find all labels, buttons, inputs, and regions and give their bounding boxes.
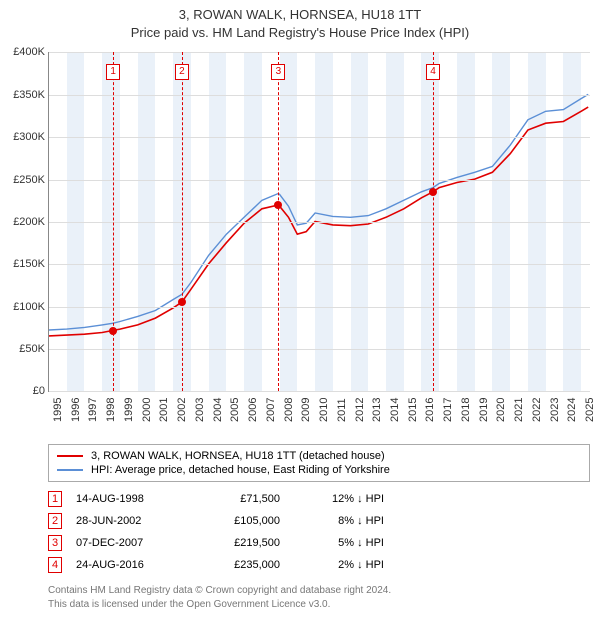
- gridline: [49, 349, 590, 350]
- chart-container: 3, ROWAN WALK, HORNSEA, HU18 1TT Price p…: [0, 0, 600, 620]
- y-tick-label: £0: [33, 385, 49, 397]
- x-tick-label: 2015: [407, 398, 419, 422]
- transaction-guideline: [182, 52, 183, 391]
- transaction-price: £105,000: [200, 515, 280, 527]
- legend-row: 3, ROWAN WALK, HORNSEA, HU18 1TT (detach…: [57, 449, 581, 463]
- x-tick-label: 1995: [52, 398, 64, 422]
- transaction-diff: 8% ↓ HPI: [294, 515, 384, 527]
- y-tick-label: £50K: [19, 343, 49, 355]
- x-tick-label: 2014: [389, 398, 401, 422]
- x-tick-label: 2005: [229, 398, 241, 422]
- title-line-2: Price paid vs. HM Land Registry's House …: [0, 24, 600, 42]
- x-tick-label: 2009: [300, 398, 312, 422]
- legend-label: 3, ROWAN WALK, HORNSEA, HU18 1TT (detach…: [91, 450, 385, 462]
- x-tick-label: 2023: [549, 398, 561, 422]
- x-tick-label: 1998: [105, 398, 117, 422]
- transaction-price: £235,000: [200, 559, 280, 571]
- x-tick-label: 2002: [176, 398, 188, 422]
- gridline: [49, 264, 590, 265]
- transaction-row: 4 24-AUG-2016 £235,000 2% ↓ HPI: [48, 554, 590, 576]
- x-tick-label: 2020: [495, 398, 507, 422]
- transaction-guideline: [278, 52, 279, 391]
- x-tick-label: 2003: [194, 398, 206, 422]
- x-tick-label: 2006: [247, 398, 259, 422]
- transaction-guideline: [433, 52, 434, 391]
- transaction-dot: [274, 201, 282, 209]
- x-tick-label: 2010: [318, 398, 330, 422]
- y-tick-label: £350K: [13, 89, 49, 101]
- transaction-number: 4: [48, 557, 62, 573]
- y-tick-label: £200K: [13, 216, 49, 228]
- x-tick-label: 1996: [70, 398, 82, 422]
- x-tick-label: 2001: [158, 398, 170, 422]
- series-hpi: [49, 95, 588, 331]
- transaction-row: 3 07-DEC-2007 £219,500 5% ↓ HPI: [48, 532, 590, 554]
- transaction-marker-box: 2: [175, 64, 189, 80]
- y-tick-label: £300K: [13, 131, 49, 143]
- x-tick-label: 2024: [566, 398, 578, 422]
- transaction-diff: 2% ↓ HPI: [294, 559, 384, 571]
- transaction-row: 1 14-AUG-1998 £71,500 12% ↓ HPI: [48, 488, 590, 510]
- legend: 3, ROWAN WALK, HORNSEA, HU18 1TT (detach…: [48, 444, 590, 482]
- x-tick-label: 2022: [531, 398, 543, 422]
- legend-label: HPI: Average price, detached house, East…: [91, 464, 390, 476]
- x-tick-label: 2000: [141, 398, 153, 422]
- title-block: 3, ROWAN WALK, HORNSEA, HU18 1TT Price p…: [0, 0, 600, 44]
- transaction-table: 1 14-AUG-1998 £71,500 12% ↓ HPI 2 28-JUN-2002…: [48, 488, 590, 576]
- transaction-price: £219,500: [200, 537, 280, 549]
- gridline: [49, 137, 590, 138]
- x-tick-label: 1999: [123, 398, 135, 422]
- footer-line: Contains HM Land Registry data © Crown c…: [48, 584, 590, 598]
- x-tick-label: 2018: [460, 398, 472, 422]
- y-tick-label: £250K: [13, 174, 49, 186]
- x-tick-label: 2021: [513, 398, 525, 422]
- gridline: [49, 307, 590, 308]
- transaction-date: 24-AUG-2016: [76, 559, 186, 571]
- x-tick-label: 2008: [283, 398, 295, 422]
- legend-swatch: [57, 469, 83, 471]
- transaction-dot: [178, 298, 186, 306]
- transaction-diff: 5% ↓ HPI: [294, 537, 384, 549]
- x-tick-label: 2019: [478, 398, 490, 422]
- y-tick-label: £400K: [13, 46, 49, 58]
- transaction-dot: [429, 188, 437, 196]
- transaction-diff: 12% ↓ HPI: [294, 493, 384, 505]
- x-tick-label: 2013: [371, 398, 383, 422]
- y-tick-label: £100K: [13, 301, 49, 313]
- transaction-dot: [109, 327, 117, 335]
- transaction-number: 3: [48, 535, 62, 551]
- legend-swatch: [57, 455, 83, 457]
- gridline: [49, 222, 590, 223]
- gridline: [49, 52, 590, 53]
- x-axis-labels: 1995 1996 1997 1998 1999 2000 2001 2002 2003 2004…: [48, 392, 590, 432]
- x-tick-label: 2007: [265, 398, 277, 422]
- title-line-1: 3, ROWAN WALK, HORNSEA, HU18 1TT: [0, 6, 600, 24]
- x-tick-label: 2011: [336, 399, 348, 423]
- legend-row: HPI: Average price, detached house, East…: [57, 463, 581, 477]
- transaction-marker-box: 4: [426, 64, 440, 80]
- transaction-date: 28-JUN-2002: [76, 515, 186, 527]
- transaction-date: 14-AUG-1998: [76, 493, 186, 505]
- plot-region: £0£50K£100K£150K£200K£250K£300K£350K£400…: [48, 52, 590, 392]
- transaction-price: £71,500: [200, 493, 280, 505]
- transaction-number: 1: [48, 491, 62, 507]
- gridline: [49, 180, 590, 181]
- x-tick-label: 1997: [87, 398, 99, 422]
- transaction-number: 2: [48, 513, 62, 529]
- x-tick-label: 2017: [442, 398, 454, 422]
- chart-area: £0£50K£100K£150K£200K£250K£300K£350K£400…: [48, 52, 590, 392]
- footer-line: This data is licensed under the Open Gov…: [48, 598, 590, 612]
- x-tick-label: 2004: [212, 398, 224, 422]
- transaction-marker-box: 1: [106, 64, 120, 80]
- y-tick-label: £150K: [13, 258, 49, 270]
- transaction-marker-box: 3: [271, 64, 285, 80]
- x-tick-label: 2012: [354, 398, 366, 422]
- transaction-row: 2 28-JUN-2002 £105,000 8% ↓ HPI: [48, 510, 590, 532]
- gridline: [49, 95, 590, 96]
- transaction-date: 07-DEC-2007: [76, 537, 186, 549]
- x-tick-label: 2025: [584, 398, 596, 422]
- attribution-footer: Contains HM Land Registry data © Crown c…: [48, 584, 590, 611]
- transaction-guideline: [113, 52, 114, 391]
- x-tick-label: 2016: [424, 398, 436, 422]
